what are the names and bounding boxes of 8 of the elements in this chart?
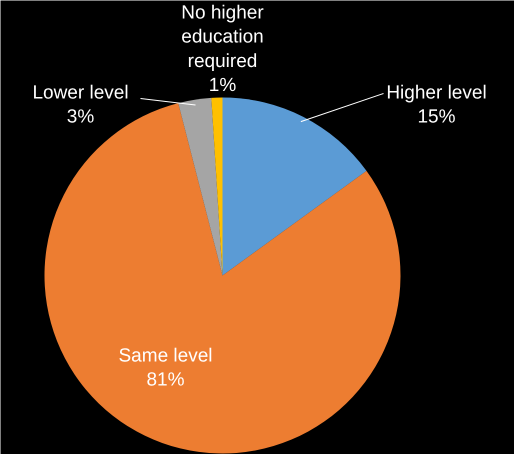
slice-label: Same level	[118, 346, 213, 366]
data-label: 3%	[66, 106, 94, 128]
slice-label: Higher level	[386, 82, 487, 104]
data-label: 15%	[417, 106, 456, 128]
data-label: 1%	[208, 74, 236, 96]
slice-label: No higher education required	[181, 2, 264, 72]
data-label: 81%	[146, 370, 185, 391]
slice-label: Lower level	[32, 82, 129, 104]
